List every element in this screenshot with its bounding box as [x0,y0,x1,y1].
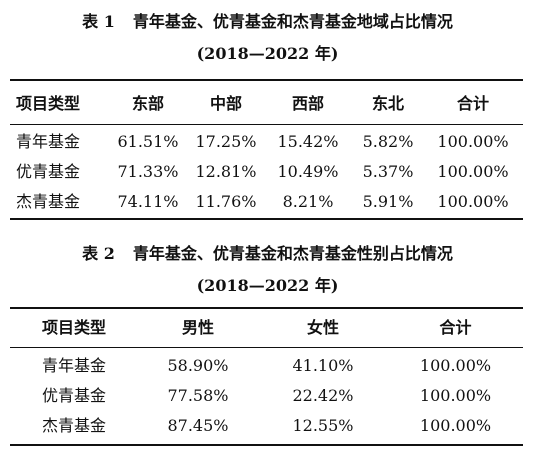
table2-row-label: 青年基金 [41,356,106,375]
table1-cell: 12.81% [195,162,257,181]
table2-cell: 12.55% [292,416,354,435]
table2-caption-number: 表 2 [82,244,115,263]
table1-caption-title: 青年基金、优青基金和杰青基金地域占比情况 [132,12,453,31]
table1-row-label: 优青基金 [16,162,81,181]
table1-cell: 11.76% [195,192,257,211]
table2-header-female: 女性 [306,318,339,337]
table1-cell: 5.91% [362,192,414,211]
table2-header-male: 男性 [181,318,214,337]
table1-caption-number: 表 1 [82,12,115,31]
table1-header-rule [10,124,523,125]
table2-top-rule [10,307,523,309]
table1-cell: 5.82% [362,132,414,151]
table1-cell: 15.42% [277,132,339,151]
table1-header-east: 东部 [131,94,164,113]
table2-header-total: 合计 [439,318,472,337]
table1-top-rule [10,79,523,81]
table1-cell: 100.00% [437,192,509,211]
table2-cell: 87.45% [167,416,229,435]
table1-cell: 61.51% [117,132,179,151]
table1-cell: 71.33% [117,162,179,181]
table2-cell: 100.00% [419,356,492,375]
table1-cell: 8.21% [282,192,334,211]
table1-cell: 100.00% [437,132,509,151]
table1-row-label: 青年基金 [16,132,81,151]
table2-cell: 41.10% [292,356,354,375]
table2-cell: 58.90% [167,356,229,375]
table1-row-label: 杰青基金 [16,192,81,211]
table2-row-label: 杰青基金 [41,416,106,435]
table1-cell: 5.37% [362,162,414,181]
table2-years: (2018—2022 年) [196,276,339,295]
table2-cell: 22.42% [292,386,354,405]
table1-years: (2018—2022 年) [196,44,339,63]
table1-cell: 17.25% [195,132,257,151]
table1-caption: 表 1 青年基金、优青基金和杰青基金地域占比情况 [0,12,535,32]
table2-header-rule [10,347,523,348]
table1-cell: 74.11% [117,192,179,211]
table1-header-type: 项目类型 [16,94,81,113]
table2-cell: 77.58% [167,386,229,405]
table2-cell: 100.00% [419,386,492,405]
table1-cell: 100.00% [437,162,509,181]
table2-row-label: 优青基金 [41,386,106,405]
table1-header-west: 西部 [291,94,324,113]
table2-bottom-rule [10,444,523,446]
table1-cell: 10.49% [277,162,339,181]
table1-header-total: 合计 [456,94,489,113]
table2-caption-title: 青年基金、优青基金和杰青基金性别占比情况 [132,244,453,263]
table2-cell: 100.00% [419,416,492,435]
table1-header-central: 中部 [209,94,242,113]
table2-caption: 表 2 青年基金、优青基金和杰青基金性别占比情况 [0,244,535,264]
table1-header-northeast: 东北 [371,94,404,113]
table1-bottom-rule [10,218,523,220]
table2-header-type: 项目类型 [41,318,106,337]
